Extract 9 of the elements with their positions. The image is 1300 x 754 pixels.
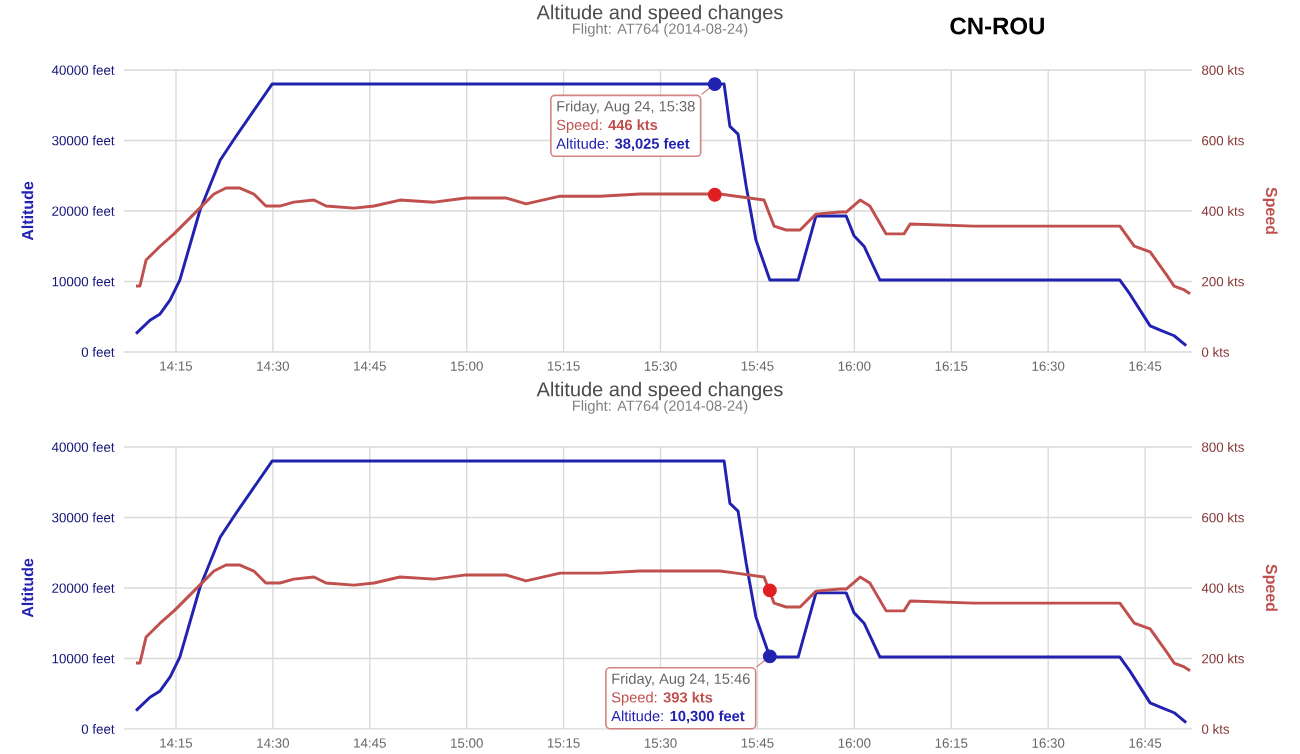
line-series bbox=[134, 82, 1188, 348]
line-series bbox=[134, 459, 1188, 725]
y2-axis-title: Speed bbox=[1262, 187, 1278, 234]
chart-title: Altitude and speed changes bbox=[536, 4, 783, 24]
y-axis-title: Altitude bbox=[21, 181, 34, 241]
text: CN-ROU bbox=[950, 17, 1044, 35]
y2-axis-title: Speed bbox=[1262, 564, 1278, 611]
chart-title: Altitude and speed changes bbox=[536, 381, 783, 401]
y-axis-title: Altitude bbox=[21, 558, 34, 618]
